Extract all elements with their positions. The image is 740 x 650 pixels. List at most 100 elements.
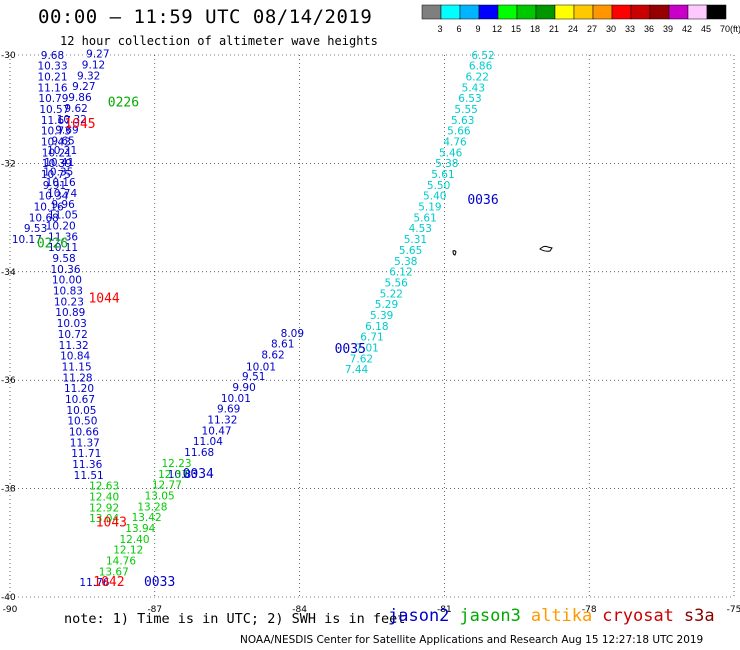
- wave-height-label: 9.12: [82, 60, 105, 72]
- legend-label: 24: [568, 24, 578, 34]
- wave-height-label: 7.44: [345, 364, 369, 376]
- wave-height-label: 9.58: [52, 253, 75, 265]
- x-tick-label: -84: [292, 605, 307, 615]
- wave-height-label: 12.37: [158, 469, 188, 481]
- wave-height-label: 11.67: [41, 115, 71, 127]
- wave-height-label: 9.53: [24, 223, 47, 235]
- wave-height-label: 10.16: [34, 202, 64, 214]
- wave-height-label: 11.68: [184, 447, 214, 459]
- legend-label: 33: [625, 24, 635, 34]
- wave-height-label: 5.31: [404, 234, 427, 246]
- wave-height-label: 11.05: [48, 210, 78, 222]
- wave-height-label: 11.16: [37, 82, 67, 94]
- wave-height-label: 5.61: [431, 169, 454, 181]
- wave-height-label: 7.01: [355, 342, 378, 354]
- pass-time-label: 0226: [37, 236, 68, 251]
- wave-height-label: 6.53: [458, 93, 481, 105]
- legend-label: 45: [701, 24, 711, 34]
- pass-time-label: 0036: [467, 193, 498, 208]
- x-tick-label: -81: [437, 605, 452, 615]
- wave-height-label: 5.40: [423, 191, 446, 203]
- wave-height-label: 12.63: [89, 481, 119, 493]
- wave-height-label: 7.62: [350, 353, 373, 365]
- legend-label: 18: [530, 24, 540, 34]
- legend-label: 3: [437, 24, 442, 34]
- wave-height-label: 10.43: [41, 137, 71, 149]
- x-tick-label: -75: [727, 605, 740, 615]
- wave-height-label: 10.21: [37, 71, 67, 83]
- wave-height-label: 9.51: [242, 371, 265, 383]
- wave-height-label: 10.33: [37, 61, 67, 73]
- pass-time-label: 0034: [183, 467, 214, 482]
- wave-height-label: 13.94: [125, 523, 155, 535]
- legend-label: 30: [606, 24, 616, 34]
- wave-height-label: 10.01: [246, 361, 276, 373]
- wave-height-label: 9.90: [232, 382, 255, 394]
- wave-height-label: 13.67: [99, 566, 129, 578]
- wave-height-label: 10.57: [39, 104, 69, 116]
- wave-height-label: 10.20: [46, 221, 76, 233]
- wave-height-label: 11.51: [74, 470, 104, 482]
- wave-height-label: 8.62: [261, 350, 284, 362]
- legend-label: 39: [663, 24, 673, 34]
- legend-label: 42: [682, 24, 692, 34]
- pass-time-label: 1042: [93, 575, 124, 590]
- wave-height-label: 9.68: [41, 50, 64, 62]
- wave-height-label: 9.86: [68, 92, 92, 104]
- wave-height-label: 5.65: [399, 245, 422, 257]
- wave-height-label: 6.12: [389, 267, 412, 279]
- wave-height-label: 13.42: [132, 512, 162, 524]
- wave-height-label: 12.23: [161, 458, 191, 470]
- wave-height-label: 13.05: [145, 490, 175, 502]
- wave-height-label: 6.71: [360, 332, 383, 344]
- wave-height-label: 10.83: [53, 286, 83, 298]
- wave-height-label: 10.00: [52, 275, 82, 287]
- wave-height-label: 9.69: [55, 125, 78, 137]
- legend-label: 12: [492, 24, 502, 34]
- wave-height-label: 4.53: [409, 223, 432, 235]
- legend-label: 36: [644, 24, 654, 34]
- credit-footer: NOAA/NESDIS Center for Satellite Applica…: [240, 634, 704, 646]
- wave-height-label: 13.28: [137, 501, 167, 513]
- x-tick-label: -90: [3, 605, 18, 615]
- footnote: note: 1) Time is in UTC; 2) SWH is in fe…: [64, 611, 406, 627]
- wave-height-label: 10.36: [50, 264, 80, 276]
- wave-height-label: 11.15: [62, 361, 92, 373]
- wave-height-label: 12.77: [152, 480, 182, 492]
- wave-height-label: 10.79: [38, 93, 68, 105]
- wave-height-label: 5.55: [454, 104, 477, 116]
- wave-height-label: 11.37: [70, 437, 100, 449]
- y-tick-label: -32: [1, 159, 16, 169]
- wave-height-label: 10.32: [57, 114, 87, 126]
- wave-height-label: 11.28: [63, 372, 93, 384]
- wave-height-label: 10.75: [41, 169, 71, 181]
- wave-height-label: 13.04: [89, 513, 119, 525]
- y-tick-label: -30: [1, 51, 16, 61]
- wave-height-label: 9.62: [64, 103, 87, 115]
- wave-height-label: 10.23: [54, 296, 84, 308]
- pass-time-label: 1044: [88, 292, 119, 307]
- satellite-legend-s3a: s3a: [683, 606, 715, 626]
- wave-height-label: 10.34: [38, 191, 68, 203]
- x-tick-label: -87: [147, 605, 162, 615]
- y-tick-label: -40: [1, 593, 16, 603]
- wave-height-label: 10.11: [48, 242, 78, 254]
- wave-height-label: 8.61: [271, 339, 294, 351]
- wave-height-label: 14.76: [106, 555, 136, 567]
- wave-height-label: 6.18: [365, 321, 388, 333]
- wave-height-label: 5.56: [384, 277, 408, 289]
- satellite-legend: jason2 jason3 altika cryosat s3a: [388, 606, 725, 626]
- x-tick-label: -78: [582, 605, 597, 615]
- wave-height-label: 10.01: [221, 393, 251, 405]
- wave-height-label: 9.96: [51, 199, 75, 211]
- wave-height-label: 10.67: [65, 394, 95, 406]
- legend-label: 6: [456, 24, 461, 34]
- pass-time-label: 0035: [335, 342, 366, 357]
- legend-label: 15: [511, 24, 521, 34]
- wave-height-label: 10.21: [47, 145, 77, 157]
- chart-title: 00:00 – 11:59 UTC 08/14/2019: [38, 6, 373, 28]
- wave-height-label: 10.72: [58, 329, 88, 341]
- grid: [9, 54, 735, 598]
- wave-height-label: 10.39: [42, 158, 72, 170]
- wave-height-label: 6.52: [471, 50, 494, 62]
